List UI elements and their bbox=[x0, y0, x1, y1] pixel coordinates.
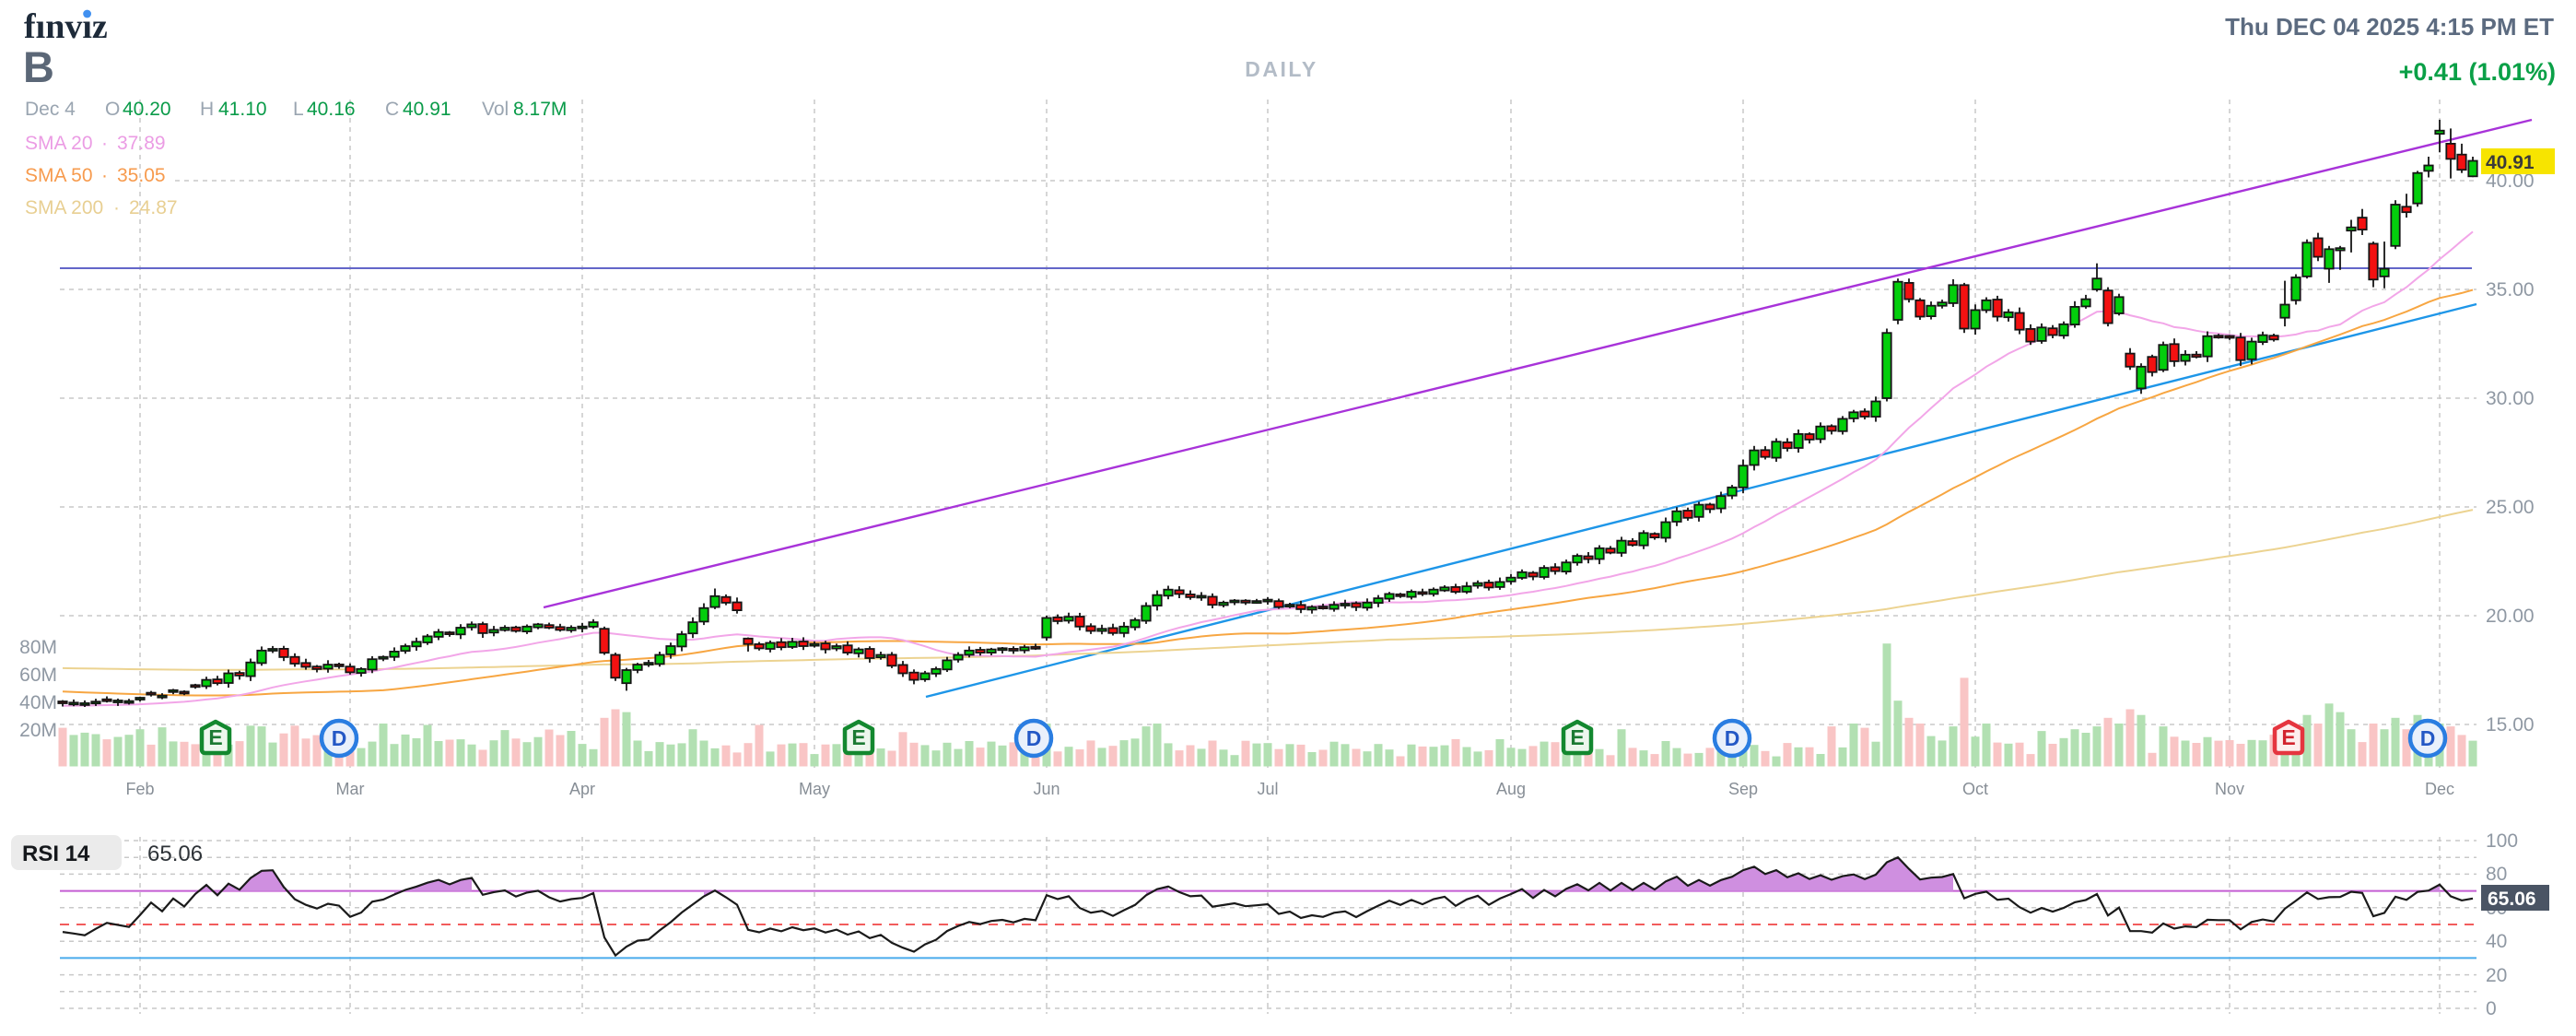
svg-text:B: B bbox=[23, 42, 54, 91]
svg-text:Dec: Dec bbox=[2425, 780, 2454, 798]
svg-text:65.06: 65.06 bbox=[2488, 889, 2536, 910]
svg-text:Nov: Nov bbox=[2215, 780, 2244, 798]
svg-text:35.00: 35.00 bbox=[2486, 279, 2535, 300]
svg-text:D: D bbox=[1026, 726, 1042, 750]
svg-text:100: 100 bbox=[2486, 830, 2518, 852]
svg-text:SMA 50·35.05: SMA 50 · 35.05 bbox=[25, 165, 166, 186]
svg-text:80M: 80M bbox=[19, 637, 57, 658]
svg-text:E: E bbox=[1570, 725, 1584, 749]
svg-text:60M: 60M bbox=[19, 665, 57, 686]
svg-text:fınvız: fınvız bbox=[24, 7, 108, 46]
svg-text:15.00: 15.00 bbox=[2486, 714, 2535, 736]
svg-text:Feb: Feb bbox=[125, 780, 154, 798]
svg-text:E: E bbox=[2281, 725, 2295, 749]
svg-text:40.91: 40.91 bbox=[2486, 152, 2535, 173]
svg-text:40M: 40M bbox=[19, 692, 57, 713]
svg-text:Sep: Sep bbox=[1728, 780, 1758, 798]
svg-text:E: E bbox=[208, 725, 222, 749]
svg-text:40.00: 40.00 bbox=[2486, 171, 2535, 192]
svg-text:20M: 20M bbox=[19, 720, 57, 741]
svg-text:40: 40 bbox=[2486, 931, 2507, 952]
svg-text:65.06: 65.06 bbox=[147, 842, 203, 866]
svg-text:May: May bbox=[799, 780, 830, 798]
svg-text:SMA 200·24.87: SMA 200 · 24.87 bbox=[25, 197, 178, 218]
svg-text:+0.41 (1.01%): +0.41 (1.01%) bbox=[2399, 58, 2556, 86]
svg-text:D: D bbox=[332, 726, 347, 750]
svg-text:25.00: 25.00 bbox=[2486, 497, 2535, 518]
svg-text:Jun: Jun bbox=[1033, 780, 1060, 798]
svg-text:20: 20 bbox=[2486, 965, 2507, 986]
svg-text:RSI 14: RSI 14 bbox=[22, 842, 90, 866]
svg-text:D: D bbox=[2420, 726, 2436, 750]
svg-text:0: 0 bbox=[2486, 998, 2497, 1019]
svg-text:Oct: Oct bbox=[1962, 780, 1988, 798]
svg-text:Mar: Mar bbox=[336, 780, 365, 798]
svg-text:SMA 20·37.89: SMA 20 · 37.89 bbox=[25, 133, 166, 154]
svg-text:20.00: 20.00 bbox=[2486, 606, 2535, 627]
svg-text:Apr: Apr bbox=[569, 780, 595, 798]
svg-text:DAILY: DAILY bbox=[1245, 57, 1317, 81]
svg-text:E: E bbox=[851, 725, 865, 749]
svg-text:Jul: Jul bbox=[1257, 780, 1278, 798]
svg-text:D: D bbox=[1725, 726, 1740, 750]
svg-text:80: 80 bbox=[2486, 864, 2507, 885]
svg-text:Aug: Aug bbox=[1496, 780, 1526, 798]
svg-text:30.00: 30.00 bbox=[2486, 388, 2535, 409]
svg-text:Thu DEC 04 2025 4:15 PM ET: Thu DEC 04 2025 4:15 PM ET bbox=[2225, 13, 2554, 41]
